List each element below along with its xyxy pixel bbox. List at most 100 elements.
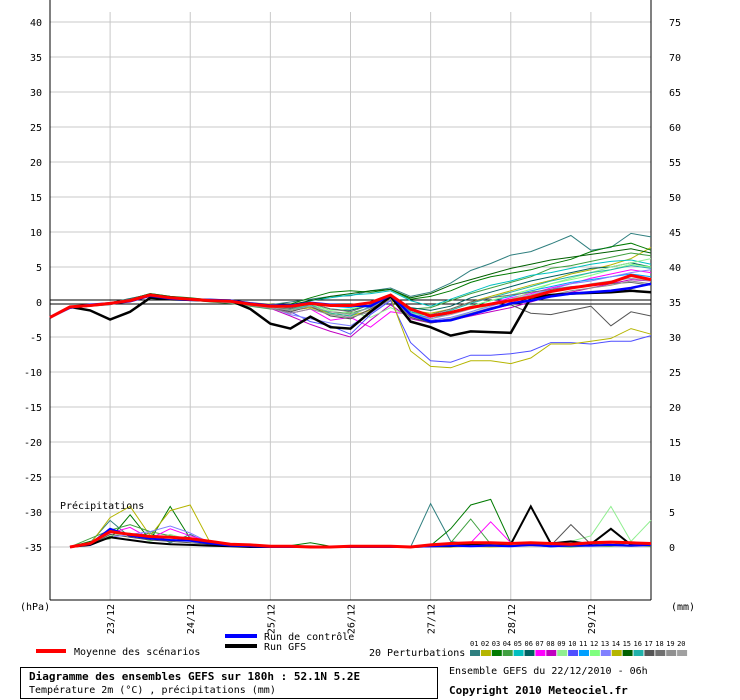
footer-title-box: Diagramme des ensembles GEFS sur 180h : … (20, 667, 438, 699)
legend-perturbation-swatch (502, 650, 513, 656)
legend-perturbation-number: 04 (503, 640, 511, 648)
legend-perturbation-number: 02 (481, 640, 489, 648)
right-tick-label: 20 (669, 403, 681, 414)
left-tick-label: -25 (24, 473, 42, 484)
right-tick-label: 35 (669, 298, 681, 309)
legend-perturbation-number: 16 (634, 640, 642, 648)
legend-perturbation-number: 12 (590, 640, 598, 648)
legend-perturbation-swatch (491, 650, 502, 656)
legend-perturbations-label: 20 Perturbations (369, 648, 465, 659)
legend-mean-label: Moyenne des scénarios (74, 646, 200, 658)
legend-perturbation-number: 07 (535, 640, 543, 648)
diagram-title: Diagramme des ensembles GEFS sur 180h : … (29, 670, 361, 683)
right-tick-label: 40 (669, 263, 681, 274)
legend-perturbation-swatch (589, 650, 600, 656)
chart-legend: Moyenne des scénarios Run de contrôleRun … (36, 631, 688, 659)
x-axis-ticks: 23/12 24/12 25/12 26/12 27/12 28/12 29/12 (106, 604, 598, 634)
legend-perturbation-swatch (633, 650, 644, 656)
legend-perturbation-swatch (535, 650, 546, 656)
left-tick-label: 10 (30, 228, 42, 239)
right-tick-label: 60 (669, 123, 681, 134)
temperature-mean-line (49, 273, 652, 319)
x-tick-label: 24/12 (186, 604, 197, 634)
right-tick-label: 15 (669, 438, 681, 449)
right-tick-label: 45 (669, 228, 681, 239)
left-tick-label: 0 (36, 298, 42, 309)
left-axis-ticks: 40 35 30 25 20 15 10 5 0 -5 -10 -15 -20 -25 -30 -35 (24, 18, 42, 554)
chart-grid (49, 0, 652, 601)
run-info: Ensemble GEFS du 22/12/2010 - 06h (449, 666, 648, 677)
copyright: Copyright 2010 Meteociel.fr (449, 684, 628, 697)
legend-perturbation-number: 09 (557, 640, 565, 648)
left-tick-label: 35 (30, 53, 42, 64)
legend-control-label: Run de contrôle (264, 631, 354, 643)
legend-gfs-label: Run GFS (264, 642, 306, 653)
legend-perturbation-swatch (677, 650, 688, 656)
left-tick-label: 25 (30, 123, 42, 134)
left-tick-label: 20 (30, 158, 42, 169)
right-axis-unit: (mm) (671, 602, 695, 613)
legend-perturbation-swatch (644, 650, 655, 656)
legend-perturbation-swatch (579, 650, 589, 656)
right-tick-label: 70 (669, 53, 681, 64)
legend-perturbation-swatch (513, 650, 524, 656)
legend-perturbation-number: 03 (492, 640, 500, 648)
left-tick-label: -5 (30, 333, 42, 344)
x-tick-label: 29/12 (587, 604, 598, 634)
precip-section-label: Précipitations (60, 500, 144, 512)
right-tick-label: 75 (669, 18, 681, 29)
legend-perturbation-swatch (600, 650, 611, 656)
legend-perturbation-swatch (622, 650, 633, 656)
x-tick-label: 27/12 (427, 604, 438, 634)
chart-series (49, 232, 652, 549)
legend-perturbation-number: 05 (514, 640, 522, 648)
temperature-gfs-line (49, 289, 652, 337)
left-tick-label: -10 (24, 368, 42, 379)
right-tick-label: 0 (669, 543, 675, 554)
legend-perturbation-number: 19 (666, 640, 674, 648)
left-tick-label: 40 (30, 18, 42, 29)
legend-perturbation-swatch (480, 650, 491, 656)
precipitation-mean-line (69, 530, 652, 549)
legend-perturbation-swatch (666, 650, 677, 656)
legend-perturbation-number: 06 (525, 640, 533, 648)
left-axis-unit: (hPa) (20, 602, 50, 613)
legend-perturbation-swatch (524, 650, 535, 656)
left-tick-label: -35 (24, 543, 42, 554)
left-tick-label: -15 (24, 403, 42, 414)
legend-perturbation-number: 13 (601, 640, 609, 648)
legend-perturbation-number: 11 (579, 640, 587, 648)
x-tick-label: 25/12 (266, 604, 277, 634)
right-tick-label: 25 (669, 368, 681, 379)
right-tick-label: 55 (669, 158, 681, 169)
diagram-subtitle: Température 2m (°C) , précipitations (mm… (29, 685, 276, 696)
x-tick-label: 23/12 (106, 604, 117, 634)
legend-perturbation-number: 18 (655, 640, 663, 648)
right-tick-label: 65 (669, 88, 681, 99)
left-tick-label: -30 (24, 508, 42, 519)
legend-perturbation-swatch (611, 650, 622, 656)
left-tick-label: 15 (30, 193, 42, 204)
right-tick-label: 10 (669, 473, 681, 484)
legend-perturbation-number: 10 (568, 640, 576, 648)
legend-perturbation-number: 17 (644, 640, 652, 648)
legend-perturbation-number: 08 (546, 640, 554, 648)
legend-perturbation-number: 15 (623, 640, 631, 648)
legend-perturbation-swatch (470, 650, 480, 656)
legend-perturbation-number: 14 (612, 640, 620, 648)
legend-perturbation-number: 01 (470, 640, 478, 648)
legend-perturbation-swatch (655, 650, 666, 656)
legend-perturbation-number: 20 (677, 640, 685, 648)
legend-perturbation-swatch (568, 650, 579, 656)
legend-perturbation-swatch (546, 650, 557, 656)
left-tick-label: -20 (24, 438, 42, 449)
x-tick-label: 28/12 (507, 604, 518, 634)
right-tick-label: 30 (669, 333, 681, 344)
right-tick-label: 50 (669, 193, 681, 204)
legend-perturbation-swatch (557, 650, 568, 656)
right-tick-label: 5 (669, 508, 675, 519)
left-tick-label: 5 (36, 263, 42, 274)
x-tick-label: 26/12 (347, 604, 358, 634)
